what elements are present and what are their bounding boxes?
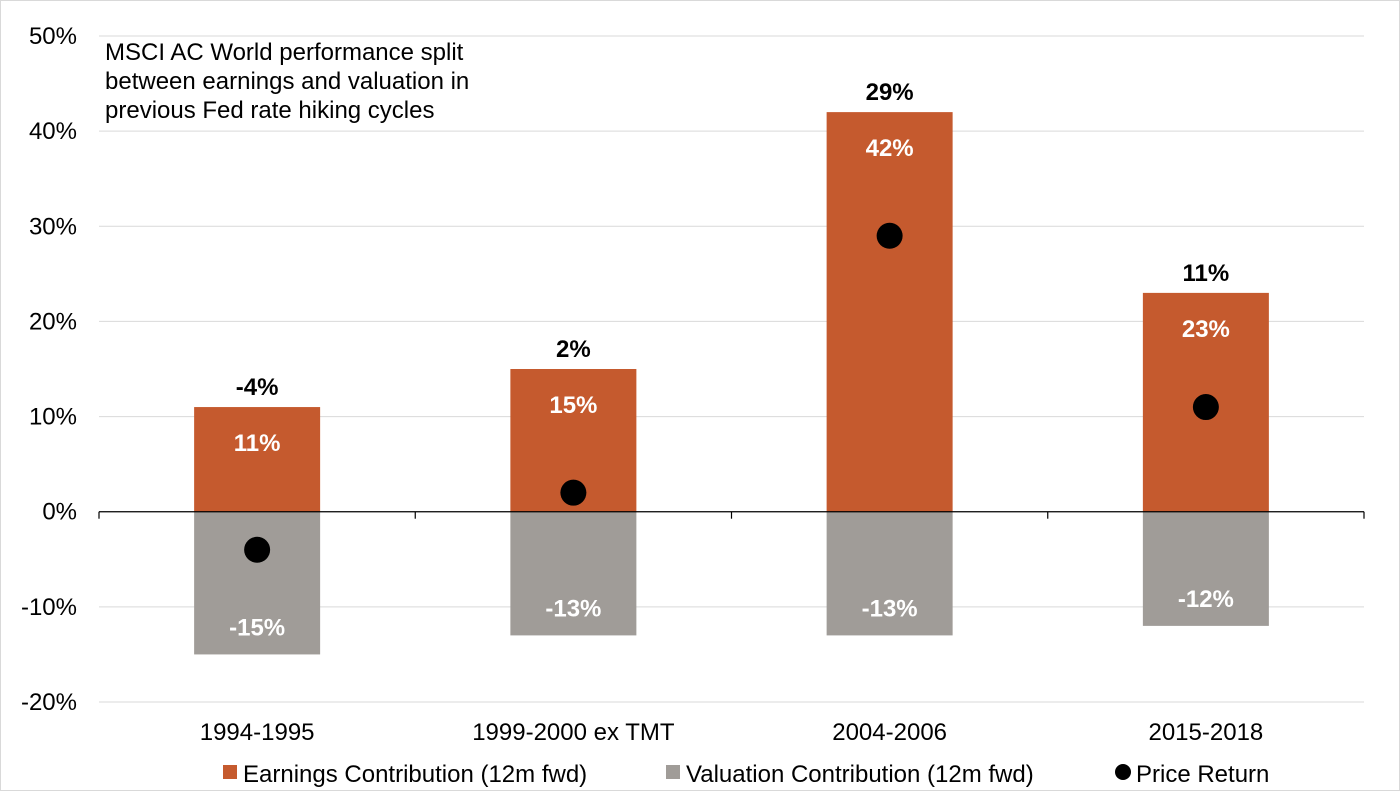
chart-title-line: between earnings and valuation in	[105, 68, 469, 95]
legend-label: Price Return	[1136, 761, 1269, 788]
valuation-data-label: -12%	[1178, 586, 1234, 613]
price-return-data-label: 11%	[1183, 260, 1230, 287]
y-tick-label: 20%	[29, 308, 77, 335]
chart-title-line: MSCI AC World performance split	[105, 39, 464, 66]
x-axis-category-labels: 1994-1995 1999-2000 ex TMT 2004-2006 2015-2…	[200, 719, 1264, 746]
price-return-marker	[876, 222, 903, 249]
legend: Earnings Contribution (12m fwd) Valuation…	[223, 761, 1269, 788]
data-labels: 11% -15% -4% 15% -13% 2% 42% -13% 29% 23% -12% 11%	[229, 79, 1234, 641]
legend-swatch	[223, 765, 237, 779]
valuation-bar	[194, 511, 321, 655]
legend-marker	[1115, 764, 1131, 780]
valuation-bar	[826, 511, 953, 636]
y-tick-label: -10%	[21, 594, 77, 621]
price-return-marker	[560, 479, 587, 506]
legend-swatch	[666, 765, 680, 779]
earnings-data-label: 23%	[1182, 316, 1230, 343]
earnings-bar	[194, 407, 321, 512]
legend-label: Earnings Contribution (12m fwd)	[243, 761, 587, 788]
y-tick-label: 0%	[42, 499, 77, 526]
valuation-data-label: -15%	[229, 614, 285, 641]
earnings-data-label: 11%	[234, 430, 281, 457]
price-return-data-label: -4%	[236, 374, 279, 401]
price-return-marker	[1192, 394, 1219, 421]
x-category-label: 2015-2018	[1148, 719, 1263, 746]
y-tick-label: 50%	[29, 23, 77, 50]
y-tick-label: 40%	[29, 118, 77, 145]
legend-label: Valuation Contribution (12m fwd)	[686, 761, 1034, 788]
x-category-label: 1994-1995	[200, 719, 315, 746]
earnings-bar	[826, 112, 953, 512]
x-category-label: 1999-2000 ex TMT	[472, 719, 675, 746]
valuation-data-label: -13%	[545, 595, 601, 622]
price-return-data-label: 29%	[866, 79, 914, 106]
earnings-data-label: 15%	[549, 392, 597, 419]
earnings-data-label: 42%	[866, 135, 914, 162]
valuation-bar	[1142, 511, 1269, 626]
y-tick-label: 10%	[29, 404, 77, 431]
y-axis-tick-labels: 50% 40% 30% 20% 10% 0% -10% -20%	[21, 23, 77, 716]
valuation-bar	[510, 511, 637, 636]
x-axis	[98, 511, 1365, 519]
y-tick-label: 30%	[29, 213, 77, 240]
chart-title-line: previous Fed rate hiking cycles	[105, 97, 434, 124]
x-category-label: 2004-2006	[832, 719, 947, 746]
price-return-markers	[244, 222, 1219, 563]
price-return-data-label: 2%	[556, 336, 591, 363]
valuation-data-label: -13%	[862, 595, 918, 622]
y-tick-label: -20%	[21, 689, 77, 716]
price-return-marker	[244, 536, 271, 563]
bars	[194, 112, 1269, 655]
